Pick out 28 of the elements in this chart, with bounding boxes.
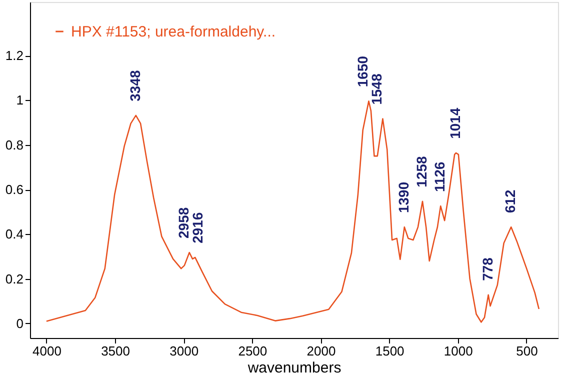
annotation: 3348 bbox=[126, 70, 143, 102]
annotation: 1650 bbox=[354, 56, 371, 88]
x-tick-label: 2000 bbox=[306, 344, 336, 358]
y-tick-label: 1.2 bbox=[5, 48, 24, 64]
y-tick-label: 0.2 bbox=[5, 271, 24, 286]
annotation: 1548 bbox=[368, 73, 385, 105]
x-tick-label: 1500 bbox=[375, 344, 404, 358]
x-tick-label: 3000 bbox=[170, 344, 199, 358]
annotation: 2916 bbox=[189, 212, 206, 244]
annotation: 1390 bbox=[395, 182, 412, 214]
legend-label: HPX #1153; urea-formaldehy... bbox=[71, 24, 276, 40]
x-tick-label: 2500 bbox=[238, 344, 268, 358]
x-tick-label: 500 bbox=[516, 344, 538, 358]
annotation: 612 bbox=[502, 189, 518, 214]
y-tick-label: 0.6 bbox=[5, 182, 24, 198]
annotation: 1126 bbox=[432, 161, 448, 192]
x-tick-label: 3500 bbox=[101, 344, 130, 358]
annotation: 1258 bbox=[414, 156, 430, 188]
annotation: 778 bbox=[479, 257, 496, 281]
y-tick-label: 1 bbox=[16, 92, 24, 108]
y-tick-label: 0 bbox=[16, 316, 24, 331]
x-axis-title: wavenumbers bbox=[246, 360, 342, 376]
annotation: 1014 bbox=[446, 108, 463, 139]
x-tick-label: 4000 bbox=[32, 344, 62, 358]
y-tick-label: 0.8 bbox=[5, 137, 24, 152]
x-tick-label: 1000 bbox=[444, 344, 473, 358]
annotation: 2958 bbox=[175, 207, 192, 238]
y-tick-label: 0.4 bbox=[5, 226, 24, 242]
